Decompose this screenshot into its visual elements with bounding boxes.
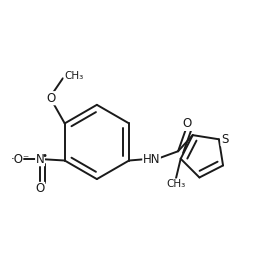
Text: CH₃: CH₃ [64, 71, 83, 81]
Text: O: O [35, 183, 45, 195]
Text: O: O [183, 117, 192, 131]
Text: ·O⁻: ·O⁻ [10, 153, 29, 166]
Text: O: O [47, 92, 56, 105]
Text: S: S [221, 133, 228, 146]
Text: N: N [36, 153, 44, 166]
Text: HN: HN [143, 153, 160, 166]
Text: CH₃: CH₃ [166, 179, 185, 189]
Text: •: • [41, 151, 47, 161]
